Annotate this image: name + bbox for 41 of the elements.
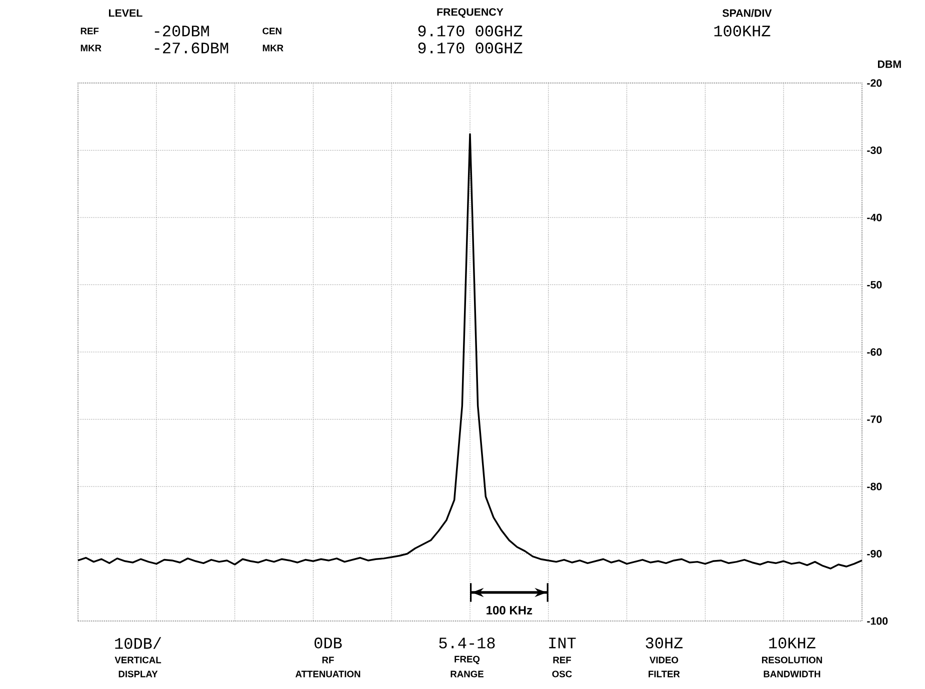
y-tick-label: -80 [867, 482, 882, 490]
text: 9.170 00GHZ [418, 26, 522, 36]
text: 9.170 00GHZ [418, 42, 522, 54]
y-tick-label: -20 [867, 79, 882, 87]
text: REF [553, 656, 571, 664]
text: 0DB [314, 638, 342, 648]
text: INT [549, 638, 576, 648]
y-tick-label: -50 [867, 280, 882, 289]
text: DISPLAY [118, 670, 158, 678]
text: -27.6DBM [154, 42, 228, 54]
text: CEN [262, 28, 282, 34]
text: 10DB/ [115, 637, 162, 649]
text: VERTICAL [114, 656, 162, 664]
y-tick-label: -30 [867, 146, 882, 154]
text: REF [80, 28, 99, 34]
text: LEVEL [108, 9, 142, 17]
text: MKR [80, 44, 102, 52]
text: 100KHZ [714, 26, 770, 36]
y-tick-label: -40 [867, 214, 882, 222]
text: MKR [262, 44, 284, 52]
y-axis-title: DBM [878, 60, 901, 68]
text: FREQUENCY [437, 8, 504, 18]
text: RANGE [450, 670, 484, 678]
text: SPAN/DIV [722, 9, 772, 17]
text: FREQ [454, 656, 480, 664]
text: OSC [552, 670, 572, 678]
text: VIDEO [650, 656, 678, 664]
y-tick-label: -90 [867, 550, 882, 558]
text: BANDWIDTH [764, 670, 820, 678]
y-tick-label: -70 [867, 415, 882, 424]
annotation: 100 KHz [486, 606, 532, 614]
text: ATTENUATION [295, 670, 360, 678]
text: 30HZ [646, 638, 683, 648]
text: RESOLUTION [762, 656, 822, 664]
y-tick-label: -60 [867, 348, 882, 356]
text: 10KHZ [769, 638, 816, 648]
text: -20DBM [154, 26, 209, 36]
text: 5.4-18 [439, 638, 495, 648]
text: FILTER [648, 670, 680, 678]
text: RF [322, 656, 334, 664]
y-tick-label: -100 [867, 617, 888, 625]
